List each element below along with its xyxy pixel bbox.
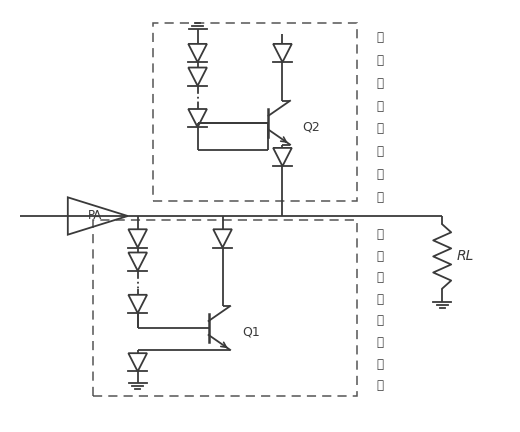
Text: 波: 波 xyxy=(376,293,383,306)
Text: 护: 护 xyxy=(376,191,383,204)
Text: 正: 正 xyxy=(376,228,383,241)
Text: Q2: Q2 xyxy=(303,121,320,133)
Text: 护: 护 xyxy=(376,379,383,392)
Text: 压: 压 xyxy=(376,145,383,158)
Text: 向: 向 xyxy=(376,250,383,263)
Text: 电: 电 xyxy=(376,314,383,327)
Text: 驻: 驻 xyxy=(376,271,383,284)
Text: Q1: Q1 xyxy=(243,326,261,339)
Text: 反: 反 xyxy=(376,31,383,44)
Text: RL: RL xyxy=(456,249,474,264)
Text: 保: 保 xyxy=(376,358,383,371)
Bar xyxy=(93,220,357,397)
Text: PA: PA xyxy=(88,210,102,222)
Text: 保: 保 xyxy=(376,168,383,181)
Bar xyxy=(153,23,357,201)
Text: 电: 电 xyxy=(376,122,383,135)
Text: 向: 向 xyxy=(376,54,383,67)
Text: 波: 波 xyxy=(376,100,383,113)
Text: 驻: 驻 xyxy=(376,77,383,90)
Text: 压: 压 xyxy=(376,336,383,349)
